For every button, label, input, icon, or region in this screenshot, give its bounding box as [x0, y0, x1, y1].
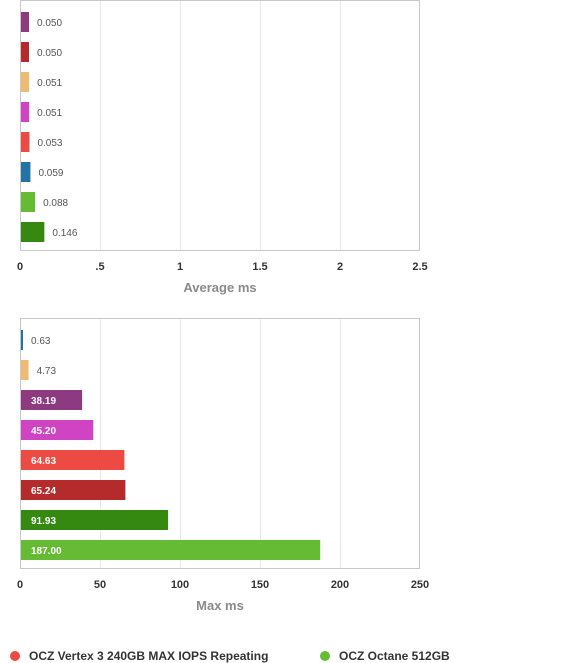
legend-label-octane: OCZ Octane 512GB	[339, 649, 450, 663]
average-chart-bar-label: 0.053	[37, 138, 62, 149]
max-chart-bar-label: 45.20	[31, 426, 56, 437]
average-chart-bar	[21, 102, 30, 122]
max-chart-bar	[21, 510, 169, 530]
legend-dot-octane	[320, 651, 330, 661]
max-chart-bar-label: 4.73	[37, 366, 57, 377]
average-latency-chart: 0.050 0.050 0.051 0.051 0.053 0.059 0.088 0.146…	[0, 0, 580, 300]
max-chart-bar	[21, 360, 29, 380]
max-chart-bar	[21, 450, 125, 470]
max-chart-bar-label: 91.93	[31, 516, 56, 527]
max-chart-bar-label: 64.63	[31, 456, 56, 467]
average-chart-bar	[21, 162, 31, 182]
legend-label-vertex3: OCZ Vertex 3 240GB MAX IOPS Repeating	[29, 649, 269, 663]
max-chart-axis-title: Max ms	[196, 598, 244, 613]
average-chart-plot-frame	[20, 0, 420, 251]
max-chart-tick-label: 50	[94, 579, 106, 591]
max-chart-plot-frame	[20, 318, 420, 569]
average-chart-tick-label: 1	[177, 261, 183, 273]
average-chart-bar	[21, 72, 30, 92]
max-chart-tick-label: 200	[331, 579, 349, 591]
average-latency-chart-svg: 0.050 0.050 0.051 0.051 0.053 0.059 0.088 0.146…	[17, 0, 428, 295]
average-chart-bar	[21, 222, 45, 242]
max-latency-chart-svg: 0.63 4.73 38.19 45.20 64.63 65.24 91.93 187.00 0…	[17, 318, 429, 613]
max-latency-chart: 0.63 4.73 38.19 45.20 64.63 65.24 91.93 187.00 0…	[0, 318, 580, 618]
legend-item-octane: OCZ Octane 512GB	[320, 649, 450, 663]
average-chart-bar-label: 0.051	[37, 108, 62, 119]
average-chart-bar-label: 0.146	[52, 228, 77, 239]
average-chart-tick-label: 2	[337, 261, 343, 273]
average-chart-tick-label: .5	[95, 261, 104, 273]
max-chart-bar	[21, 420, 94, 440]
average-chart-tick-label: 2.5	[412, 261, 427, 273]
average-chart-bar	[21, 42, 29, 62]
max-chart-bar-label: 187.00	[31, 546, 62, 557]
average-chart-bar-label: 0.059	[38, 168, 63, 179]
average-chart-tick-label: 0	[17, 261, 23, 273]
average-chart-bar-label: 0.051	[37, 78, 62, 89]
max-chart-bar	[21, 390, 83, 410]
legend: OCZ Vertex 3 240GB MAX IOPS Repeating OC…	[0, 649, 580, 663]
average-chart-bar	[21, 12, 29, 32]
legend-dot-vertex3	[10, 651, 20, 661]
average-chart-bar	[21, 132, 30, 152]
max-chart-tick-label: 100	[171, 579, 189, 591]
max-chart-bar-label: 65.24	[31, 486, 56, 497]
max-chart-bar	[21, 330, 23, 350]
max-chart-tick-label: 250	[411, 579, 429, 591]
average-chart-bar-label: 0.050	[37, 18, 62, 29]
max-chart-bar-label: 38.19	[31, 396, 56, 407]
average-chart-bar-label: 0.088	[43, 198, 68, 209]
max-chart-bar	[21, 480, 126, 500]
average-chart-tick-label: 1.5	[252, 261, 267, 273]
legend-item-vertex3: OCZ Vertex 3 240GB MAX IOPS Repeating	[10, 649, 268, 663]
average-chart-bar-label: 0.050	[37, 48, 62, 59]
max-chart-bar	[21, 540, 321, 560]
max-chart-bar-label: 0.63	[31, 336, 51, 347]
max-chart-tick-label: 0	[17, 579, 23, 591]
average-chart-axis-title: Average ms	[183, 280, 256, 295]
average-chart-bar	[21, 192, 36, 212]
max-chart-tick-label: 150	[251, 579, 269, 591]
